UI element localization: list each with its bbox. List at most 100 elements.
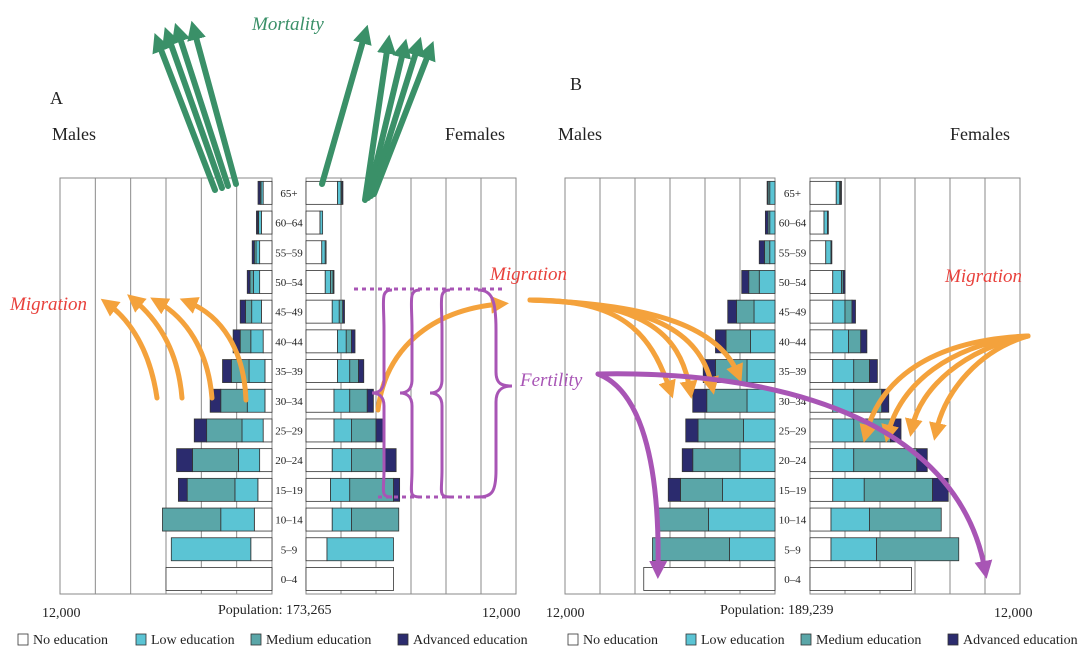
migration-arrow bbox=[527, 297, 743, 383]
legend-b: No education Low education Medium educatio… bbox=[567, 633, 1078, 648]
bar-female-adv bbox=[851, 299, 856, 324]
bar-male-no bbox=[165, 567, 273, 591]
bar-female-no bbox=[809, 448, 834, 473]
migration-arrow bbox=[881, 333, 1031, 443]
bar-female-no bbox=[809, 240, 827, 265]
bar-female-no bbox=[305, 359, 338, 383]
bar-male-low bbox=[769, 210, 776, 235]
bar-male-no bbox=[262, 418, 273, 443]
legend-swatch bbox=[135, 633, 147, 646]
fertility-label: Fertility bbox=[519, 370, 583, 391]
mortality-arrows bbox=[152, 20, 436, 203]
age-tick-label: 25–29 bbox=[275, 425, 303, 437]
legend-swatch bbox=[800, 633, 812, 646]
bar-female-low bbox=[331, 448, 352, 473]
bar-male-low bbox=[220, 507, 255, 532]
age-tick-label: 50–54 bbox=[779, 277, 807, 289]
bar-female-adv bbox=[830, 240, 833, 265]
bar-male-no bbox=[262, 329, 273, 354]
mortality-arrow bbox=[187, 20, 239, 187]
legend-label: Advanced education bbox=[413, 633, 528, 648]
bar-male-med bbox=[697, 418, 744, 443]
bar-female-low bbox=[319, 210, 324, 235]
bar-female-med bbox=[848, 329, 862, 354]
bar-female-adv bbox=[827, 210, 829, 235]
bar-male-med bbox=[692, 448, 741, 473]
migration-label-a-left: Migration bbox=[9, 294, 87, 315]
panel-b-axis-right: 12,000 bbox=[994, 606, 1033, 621]
mortality-label: Mortality bbox=[251, 14, 324, 35]
bar-male-no bbox=[259, 448, 273, 473]
fertility-arrows-b bbox=[595, 371, 993, 579]
bar-female-no bbox=[305, 299, 333, 324]
panel-b-males-label: Males bbox=[558, 124, 602, 144]
fertility-braces bbox=[354, 287, 513, 499]
bar-male-med bbox=[186, 477, 236, 502]
bar-male-adv bbox=[193, 418, 208, 443]
bar-female-low bbox=[337, 329, 347, 354]
migration-arrow bbox=[859, 333, 1031, 443]
bar-female-low bbox=[830, 507, 870, 532]
bar-male-low bbox=[743, 418, 776, 443]
age-tick-label: 20–24 bbox=[779, 455, 807, 467]
bar-female-low bbox=[832, 329, 849, 354]
bar-female-no bbox=[809, 418, 834, 443]
bar-male-low bbox=[253, 270, 261, 294]
bar-male-adv bbox=[222, 359, 232, 383]
bar-female-adv bbox=[366, 388, 374, 413]
age-tick-label: 55–59 bbox=[779, 247, 807, 259]
mortality-arrow bbox=[171, 22, 231, 189]
bar-male-adv bbox=[239, 299, 246, 324]
mortality-arrow bbox=[362, 34, 397, 203]
bar-female-low bbox=[832, 418, 855, 443]
bar-female-low bbox=[830, 537, 877, 562]
migration-arrows-b bbox=[527, 297, 1031, 443]
age-tick-label: 0–4 bbox=[784, 574, 801, 586]
bar-male-low bbox=[746, 388, 776, 413]
bar-male-med bbox=[680, 477, 723, 502]
bar-female-adv bbox=[860, 329, 868, 354]
legend-swatch bbox=[685, 633, 697, 646]
panel-b-females-label: Females bbox=[950, 124, 1010, 144]
age-tick-label: 20–24 bbox=[275, 455, 303, 467]
panel-a: 65+ 60–64 55–59 50–54 45–49 40–44 35–39 30–34 25… bbox=[59, 177, 517, 595]
age-tick-label: 60–64 bbox=[275, 218, 303, 230]
migration-arrows-a bbox=[100, 294, 509, 413]
legend-label: No education bbox=[33, 633, 108, 648]
bar-female-no bbox=[809, 299, 834, 324]
legend-label: Low education bbox=[701, 633, 785, 648]
bar-male-low bbox=[248, 359, 266, 383]
bar-male-no bbox=[253, 507, 273, 532]
bar-female-med bbox=[351, 448, 386, 473]
bar-female-adv bbox=[393, 477, 401, 502]
bar-female-no bbox=[809, 537, 832, 562]
bar-male-adv bbox=[256, 210, 259, 235]
bar-male-adv bbox=[177, 477, 188, 502]
panel-a-males-label: Males bbox=[52, 124, 96, 144]
bar-female-low bbox=[832, 270, 842, 294]
bar-male-low bbox=[238, 448, 261, 473]
bar-female-no bbox=[305, 537, 328, 562]
panel-a-population: Population: 173,265 bbox=[218, 603, 332, 618]
bar-female-med bbox=[351, 507, 400, 532]
panel-b-label: B bbox=[570, 74, 582, 94]
bar-male-med bbox=[162, 507, 222, 532]
bar-male-adv bbox=[209, 388, 222, 413]
bar-female-med bbox=[869, 507, 942, 532]
bar-female-adv bbox=[869, 359, 878, 383]
bar-female-med bbox=[876, 537, 960, 562]
bar-male-med bbox=[249, 270, 254, 294]
age-tick-label: 45–49 bbox=[779, 307, 807, 319]
bar-male-low bbox=[739, 448, 776, 473]
bar-female-med bbox=[844, 299, 853, 324]
bar-male-low bbox=[708, 507, 776, 532]
migration-arrow bbox=[150, 297, 215, 401]
bar-female-no bbox=[305, 567, 394, 591]
bar-female-adv bbox=[341, 180, 344, 205]
bar-male-no bbox=[250, 537, 273, 562]
fertility-arrow bbox=[595, 371, 668, 579]
bar-female-med bbox=[338, 299, 344, 324]
bar-female-low bbox=[331, 299, 340, 324]
mortality-arrow bbox=[152, 33, 218, 193]
mortality-arrow bbox=[319, 24, 372, 187]
